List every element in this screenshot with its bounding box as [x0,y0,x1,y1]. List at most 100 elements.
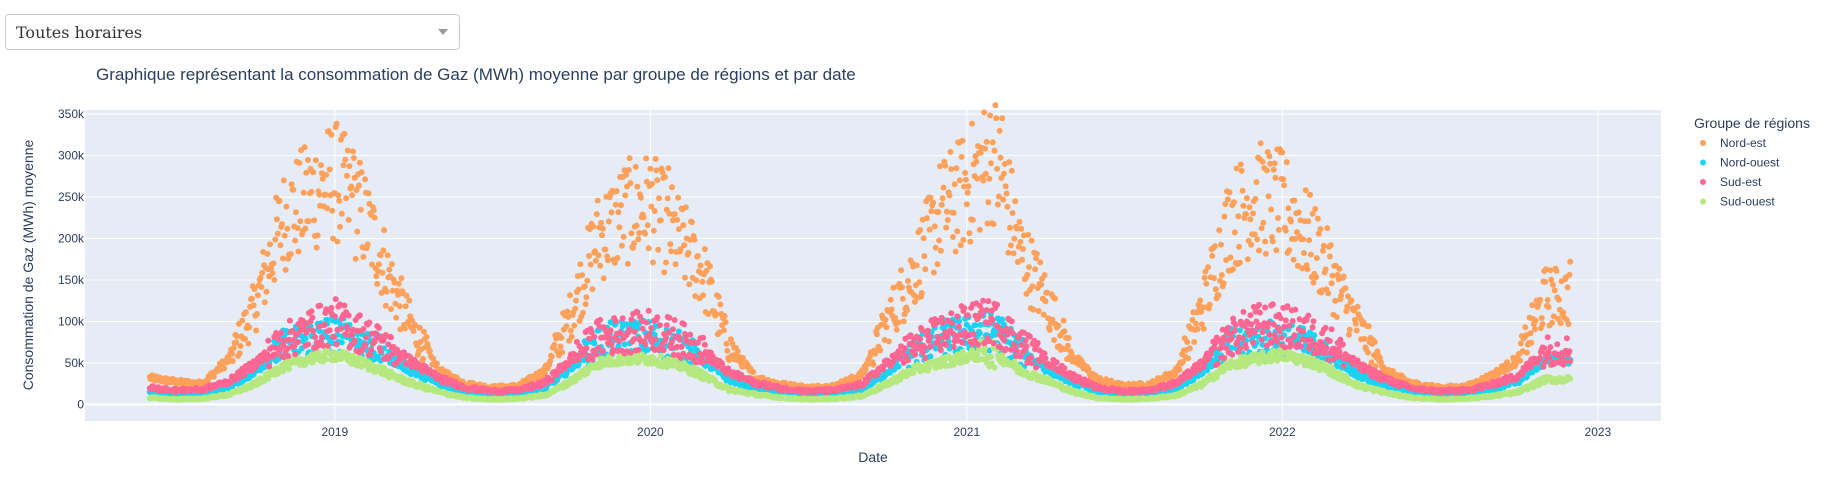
data-point [921,253,928,260]
data-point [1007,224,1013,231]
data-point [1032,266,1039,273]
data-point [938,201,945,208]
data-point [280,177,287,184]
data-point [608,209,615,216]
data-point [1218,241,1224,248]
data-point [922,266,929,273]
data-point [587,261,594,268]
data-point [591,340,598,347]
data-point [618,242,625,249]
data-point [999,115,1006,122]
data-point [1041,272,1048,279]
data-point [905,277,911,284]
data-point [717,301,724,308]
data-point [1064,342,1071,349]
data-point [612,201,619,208]
data-point [564,308,571,315]
data-point [259,269,266,276]
data-point [1545,304,1552,310]
data-point [333,120,340,127]
data-point [579,272,586,279]
chevron-down-icon [438,29,448,35]
data-point [1262,250,1269,257]
data-point [882,316,889,323]
data-point [1228,344,1235,351]
data-point [1345,293,1351,300]
data-point [1254,236,1261,243]
data-point [398,275,405,282]
data-point [652,155,659,162]
data-point [707,263,713,270]
data-point [1271,160,1278,167]
data-point [1029,283,1036,290]
data-point [661,269,668,276]
data-point [573,297,579,304]
data-point [558,334,565,341]
hour-filter-dropdown[interactable]: Toutes horaires [5,14,460,50]
data-point [688,347,694,354]
data-point [681,242,688,249]
data-point [1320,247,1326,254]
data-point [1216,227,1223,234]
data-point [992,102,999,109]
y-tick-label: 350k [58,107,85,121]
data-point [620,233,627,240]
data-point [1565,321,1572,328]
data-point [988,353,994,360]
data-point [969,120,975,127]
data-point [1046,326,1053,333]
data-point [369,261,375,268]
data-point [645,245,652,252]
data-point [898,267,905,274]
data-point [1309,210,1316,217]
data-point [664,195,671,202]
data-point [348,183,355,190]
data-point [677,246,684,253]
data-point [697,262,704,269]
data-point [1221,213,1228,220]
data-point [616,224,623,231]
data-point [995,193,1002,200]
data-point [952,248,959,255]
data-point [991,147,998,154]
data-point [1332,297,1339,304]
data-point [987,112,994,119]
data-point [895,363,902,370]
data-point [1035,308,1042,314]
data-point [1237,161,1244,168]
data-point [1313,274,1320,281]
data-point [984,220,991,227]
data-point [377,252,384,259]
data-point [1368,359,1375,366]
data-point [700,292,707,299]
data-point [257,274,264,281]
data-point [715,293,722,300]
data-point [246,324,253,331]
data-point [959,137,966,144]
data-point [1209,252,1216,259]
data-point [994,201,1001,208]
data-point [613,188,620,195]
data-point [870,361,877,368]
data-point [1238,167,1245,174]
data-point [584,277,591,284]
data-point [334,238,341,245]
data-point [1286,247,1293,254]
data-point [674,216,681,223]
y-tick-label: 200k [58,232,85,246]
data-point [1304,266,1311,273]
data-point [248,295,255,302]
data-point [571,322,578,329]
data-point [388,306,394,313]
data-point [937,247,944,254]
data-point [371,214,378,221]
data-point [1328,280,1335,287]
data-point [1544,296,1551,303]
data-point [1006,159,1013,166]
data-point [581,283,588,290]
data-point [1212,286,1219,293]
data-point [412,322,419,329]
data-point [647,165,654,172]
data-point [210,373,217,380]
data-point [703,267,710,274]
